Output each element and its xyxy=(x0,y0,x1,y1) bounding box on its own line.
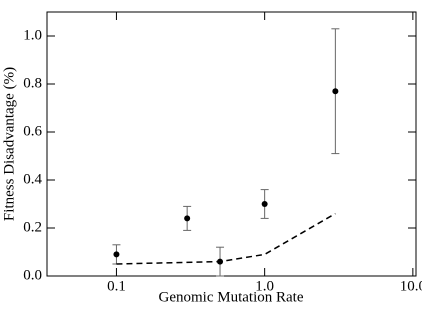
data-point xyxy=(184,215,191,222)
data-point xyxy=(113,251,120,258)
data-point xyxy=(332,88,339,95)
y-tick-label: 1.0 xyxy=(23,27,42,43)
y-tick-label: 0.4 xyxy=(23,171,42,187)
x-axis-label: Genomic Mutation Rate xyxy=(159,289,304,305)
y-axis-label: Fitness Disadvantage (%) xyxy=(1,67,17,221)
data-point xyxy=(261,201,268,207)
y-tick-label: 0.8 xyxy=(23,75,42,91)
y-tick-label: 0.2 xyxy=(23,219,42,235)
y-tick-label: 0.6 xyxy=(23,123,42,139)
x-tick-label: 1.0 xyxy=(255,278,274,294)
trend-line xyxy=(116,212,336,265)
x-tick-label: 10.0 xyxy=(400,278,422,294)
y-tick-label: 0.0 xyxy=(23,267,42,283)
x-tick-label: 0.1 xyxy=(107,278,126,294)
plot-frame xyxy=(46,11,417,277)
